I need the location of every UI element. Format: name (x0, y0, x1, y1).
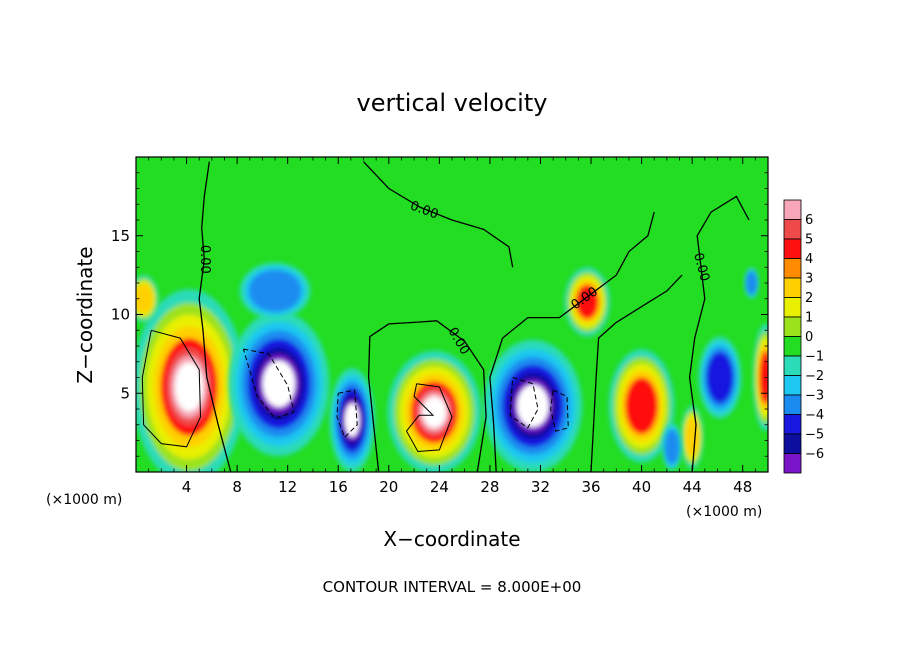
colorbar-label--6: −6 (805, 447, 824, 462)
updraft-cell-2 (387, 350, 482, 472)
downdraft-cell-14 (743, 267, 760, 299)
colorbar-swatch-10 (783, 375, 802, 396)
zero-contour-3 (363, 161, 514, 268)
colorbar-label-5: 5 (805, 233, 813, 248)
negative-contour-3 (509, 377, 539, 429)
colorbar-swatch-1 (783, 199, 802, 220)
x-tick-label-24: 24 (430, 478, 449, 496)
x-axis-label: X−coordinate (383, 527, 520, 551)
x-tick-label-12: 12 (278, 478, 297, 496)
x-tick-label-28: 28 (480, 478, 499, 496)
contour-label-1: 0.00 (197, 245, 212, 274)
downdraft-cell-11 (698, 336, 742, 419)
colorbar-swatch-2 (783, 219, 802, 240)
colorbar-swatch-7 (783, 316, 802, 337)
colorbar: 6 5 4 3 2 1 0 −1 −2 −3 −4 −5 −6 (783, 199, 824, 474)
colorbar-label-0: 0 (805, 330, 813, 345)
negative-contour-2 (336, 389, 358, 439)
contour-label-5: 0.00 (690, 251, 712, 283)
downdraft-cell-10 (483, 339, 583, 472)
y-tick-label-10: 10 (111, 306, 130, 324)
colorbar-swatch-11 (783, 394, 802, 415)
x-tick-label-48: 48 (733, 478, 752, 496)
x-axis-unit-left: (×1000 m) (46, 492, 122, 508)
positive-contour-2 (405, 383, 453, 453)
colorbar-swatch-5 (783, 277, 802, 298)
contour-interval-note: CONTOUR INTERVAL = 8.000E+00 (323, 578, 582, 596)
updraft-cell-7 (136, 275, 159, 323)
zero-contour-4 (489, 211, 655, 472)
y-axis-label: Z−coordinate (73, 246, 97, 383)
updraft-cell-6 (752, 323, 768, 432)
colorbar-label-4: 4 (805, 252, 813, 267)
y-tick-label-15: 15 (111, 227, 130, 245)
x-tick-label-32: 32 (531, 478, 550, 496)
x-tick-label-44: 44 (683, 478, 702, 496)
downdraft-cell-8 (228, 311, 330, 457)
x-tick-label-36: 36 (581, 478, 600, 496)
x-tick-label-20: 20 (379, 478, 398, 496)
colorbar-label--2: −2 (805, 369, 824, 384)
colorbar-label-1: 1 (805, 311, 813, 326)
colorbar-label--3: −3 (805, 389, 824, 404)
downdraft-cell-12 (661, 423, 683, 471)
colorbar-swatch-6 (783, 297, 802, 318)
colorbar-label-3: 3 (805, 272, 813, 287)
x-tick-label-8: 8 (232, 478, 242, 496)
negative-contour-1 (242, 348, 295, 419)
zero-contour-5 (590, 274, 683, 472)
updraft-cell-4 (608, 349, 675, 463)
downdraft-cell-13 (239, 262, 311, 320)
colorbar-swatch-8 (783, 336, 802, 357)
colorbar-label-2: 2 (805, 291, 813, 306)
y-axis: 5 10 15 (111, 172, 768, 457)
updraft-cell-5 (680, 405, 704, 469)
x-tick-label-16: 16 (329, 478, 348, 496)
colorbar-label--4: −4 (805, 408, 824, 423)
colorbar-swatch-3 (783, 238, 802, 259)
velocity-field (136, 262, 768, 472)
y-tick-label-5: 5 (120, 384, 130, 402)
colorbar-label-6: 6 (805, 213, 813, 228)
colorbar-swatch-13 (783, 433, 802, 454)
chart-title: vertical velocity (357, 89, 548, 117)
updraft-cell-3 (564, 267, 610, 337)
colorbar-swatch-9 (783, 355, 802, 376)
colorbar-swatch-12 (783, 414, 802, 435)
x-axis-unit-right: (×1000 m) (686, 504, 762, 520)
zero-contour-2 (367, 320, 487, 472)
downdraft-cell-9 (329, 368, 375, 472)
x-tick-label-40: 40 (632, 478, 651, 496)
x-axis: 4 8 12 16 20 24 28 32 36 40 44 48 (148, 157, 756, 496)
negative-contour-4 (550, 389, 569, 432)
colorbar-label--1: −1 (805, 350, 824, 365)
zero-contour-6 (688, 195, 750, 472)
zero-contour-1 (198, 161, 232, 472)
colorbar-swatch-14 (783, 453, 802, 474)
colorbar-swatch-4 (783, 258, 802, 279)
x-tick-label-4: 4 (182, 478, 192, 496)
plot-area: 0.000.000.000.000.00 (136, 157, 768, 472)
colorbar-label--5: −5 (805, 428, 824, 443)
